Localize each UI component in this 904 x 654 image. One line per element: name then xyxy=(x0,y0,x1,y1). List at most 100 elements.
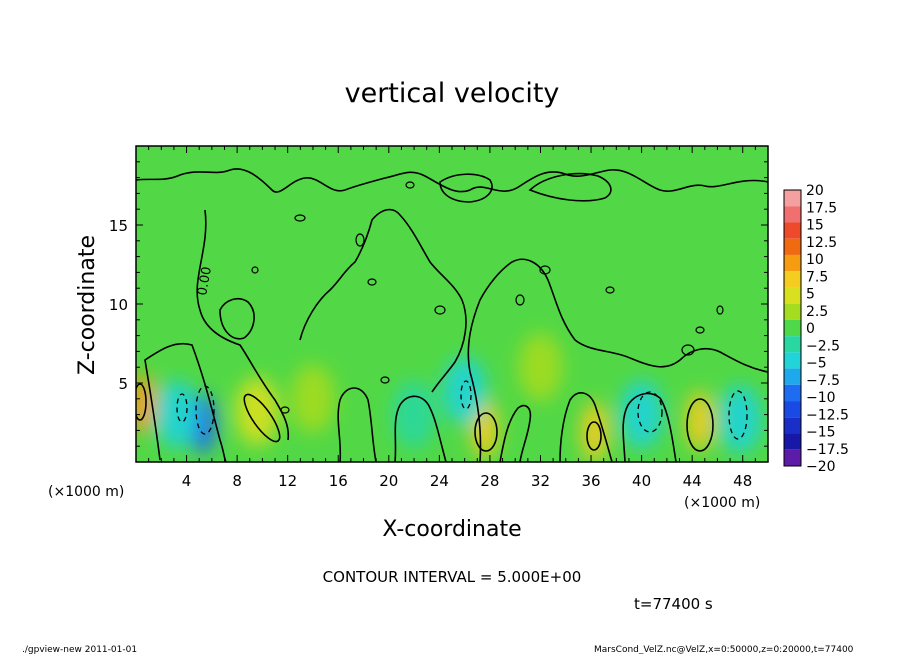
x-tick-label: 48 xyxy=(733,472,752,490)
colorbar-label: −15 xyxy=(806,425,836,441)
x-tick-label: 20 xyxy=(379,472,398,490)
colorbar-swatch xyxy=(784,271,801,288)
colorbar-swatch xyxy=(784,222,801,239)
small-contour xyxy=(380,376,390,384)
x-axis-label: X-coordinate xyxy=(382,517,521,542)
y-tick-label: 5 xyxy=(118,375,128,393)
small-contour xyxy=(695,326,705,334)
heatmap-cell xyxy=(685,390,714,451)
x-tick-label: 4 xyxy=(182,472,192,490)
colorbar-label: −2.5 xyxy=(806,338,840,354)
colorbar-label: −7.5 xyxy=(806,373,840,389)
colorbar-swatch xyxy=(784,368,801,385)
positive-contour xyxy=(586,421,602,451)
zero-contour xyxy=(622,392,677,462)
y-tick-label: 15 xyxy=(109,217,128,235)
positive-contour xyxy=(243,393,281,443)
chart-title: vertical velocity xyxy=(345,78,560,109)
small-contour xyxy=(405,181,415,189)
zero-contour xyxy=(439,173,493,203)
colorbar-label: 10 xyxy=(806,252,824,268)
zero-contour xyxy=(559,392,613,462)
x-tick-label: 44 xyxy=(683,472,702,490)
zero-contour xyxy=(394,395,447,462)
colorbar-label: −10 xyxy=(806,390,836,406)
colorbar-label: 20 xyxy=(806,183,824,199)
small-contour xyxy=(434,305,446,315)
colorbar-label: 15 xyxy=(806,218,824,234)
colorbar-label: 12.5 xyxy=(806,235,837,251)
colorbar-label: 0 xyxy=(806,321,815,337)
x-tick-label: 16 xyxy=(329,472,348,490)
zero-contour xyxy=(144,342,227,462)
small-contour xyxy=(251,266,259,274)
colorbar-swatch xyxy=(784,336,801,353)
zero-contour xyxy=(499,404,532,462)
heatmap-cell xyxy=(235,377,280,446)
colorbar-swatch xyxy=(784,190,801,207)
colorbar-label: 17.5 xyxy=(806,200,837,216)
zero-contour xyxy=(337,387,377,462)
negative-contour xyxy=(728,390,748,440)
negative-contour xyxy=(195,385,215,435)
contour-interval-label: CONTOUR INTERVAL = 5.000E+00 xyxy=(323,568,582,586)
x-tick-label: 24 xyxy=(430,472,449,490)
zero-contour xyxy=(196,209,290,441)
heatmap-cell xyxy=(619,380,664,449)
colorbar-swatch xyxy=(784,417,801,434)
contour-lines xyxy=(136,168,768,462)
colorbar-label: −12.5 xyxy=(806,407,849,423)
contour-label: 0.00 xyxy=(195,266,215,297)
zero-contour xyxy=(528,172,612,202)
zero-contour xyxy=(299,208,467,393)
colorbar-swatch xyxy=(784,206,801,223)
footer-left: ./gpview-new 2011-01-01 xyxy=(22,645,137,654)
small-contour xyxy=(280,406,290,414)
x-tick-label: 36 xyxy=(581,472,600,490)
x-tick-label: 32 xyxy=(531,472,550,490)
small-contour xyxy=(367,278,377,286)
x-tick-label: 8 xyxy=(232,472,242,490)
x-tick-label: 40 xyxy=(632,472,651,490)
colorbar-swatch xyxy=(784,401,801,418)
heatmap-cell xyxy=(290,364,335,433)
positive-contour xyxy=(686,398,714,452)
colorbar-swatch xyxy=(784,319,801,337)
colorbar-swatch xyxy=(784,238,801,255)
positive-contour xyxy=(474,412,498,452)
colorbar-swatch xyxy=(784,287,801,304)
colorbar-label: −20 xyxy=(806,459,836,475)
colorbar-label: 2.5 xyxy=(806,304,828,320)
y-tick-label: 10 xyxy=(109,296,128,314)
y-axis-label: Z-coordinate xyxy=(75,235,100,375)
colorbar-label: −17.5 xyxy=(806,442,849,458)
negative-contour xyxy=(460,380,472,410)
small-contour xyxy=(539,265,551,275)
colorbar-label: 7.5 xyxy=(806,269,828,285)
colorbar-swatch xyxy=(784,303,801,320)
positive-contour xyxy=(136,383,147,421)
heatmap-cell xyxy=(580,401,609,462)
colorbar-swatch xyxy=(784,352,801,369)
small-contour xyxy=(681,344,695,356)
zero-contour xyxy=(467,258,768,462)
heatmap-cell xyxy=(154,380,199,449)
colorbar-label: −5 xyxy=(806,356,827,372)
zero-contour xyxy=(136,168,768,193)
y-axis-unit: (×1000 m) xyxy=(48,484,124,500)
x-axis: 4 8 12 16 20 24 28 32 36 40 44 48 xyxy=(135,146,769,490)
zero-contour xyxy=(219,298,255,340)
colorbar-label: 5 xyxy=(806,287,815,303)
small-contour xyxy=(515,294,525,306)
y-axis: 5 10 15 xyxy=(109,145,768,463)
negative-contour xyxy=(176,393,188,423)
x-axis-unit: (×1000 m) xyxy=(684,495,760,511)
small-contour xyxy=(716,305,724,315)
x-tick-label: 28 xyxy=(480,472,499,490)
x-tick-label: 12 xyxy=(278,472,297,490)
heatmap-cell xyxy=(518,333,563,402)
colorbar-swatch xyxy=(784,384,801,402)
footer-right: MarsCond_VelZ.nc@VelZ,x=0:50000,z=0:2000… xyxy=(594,645,854,654)
